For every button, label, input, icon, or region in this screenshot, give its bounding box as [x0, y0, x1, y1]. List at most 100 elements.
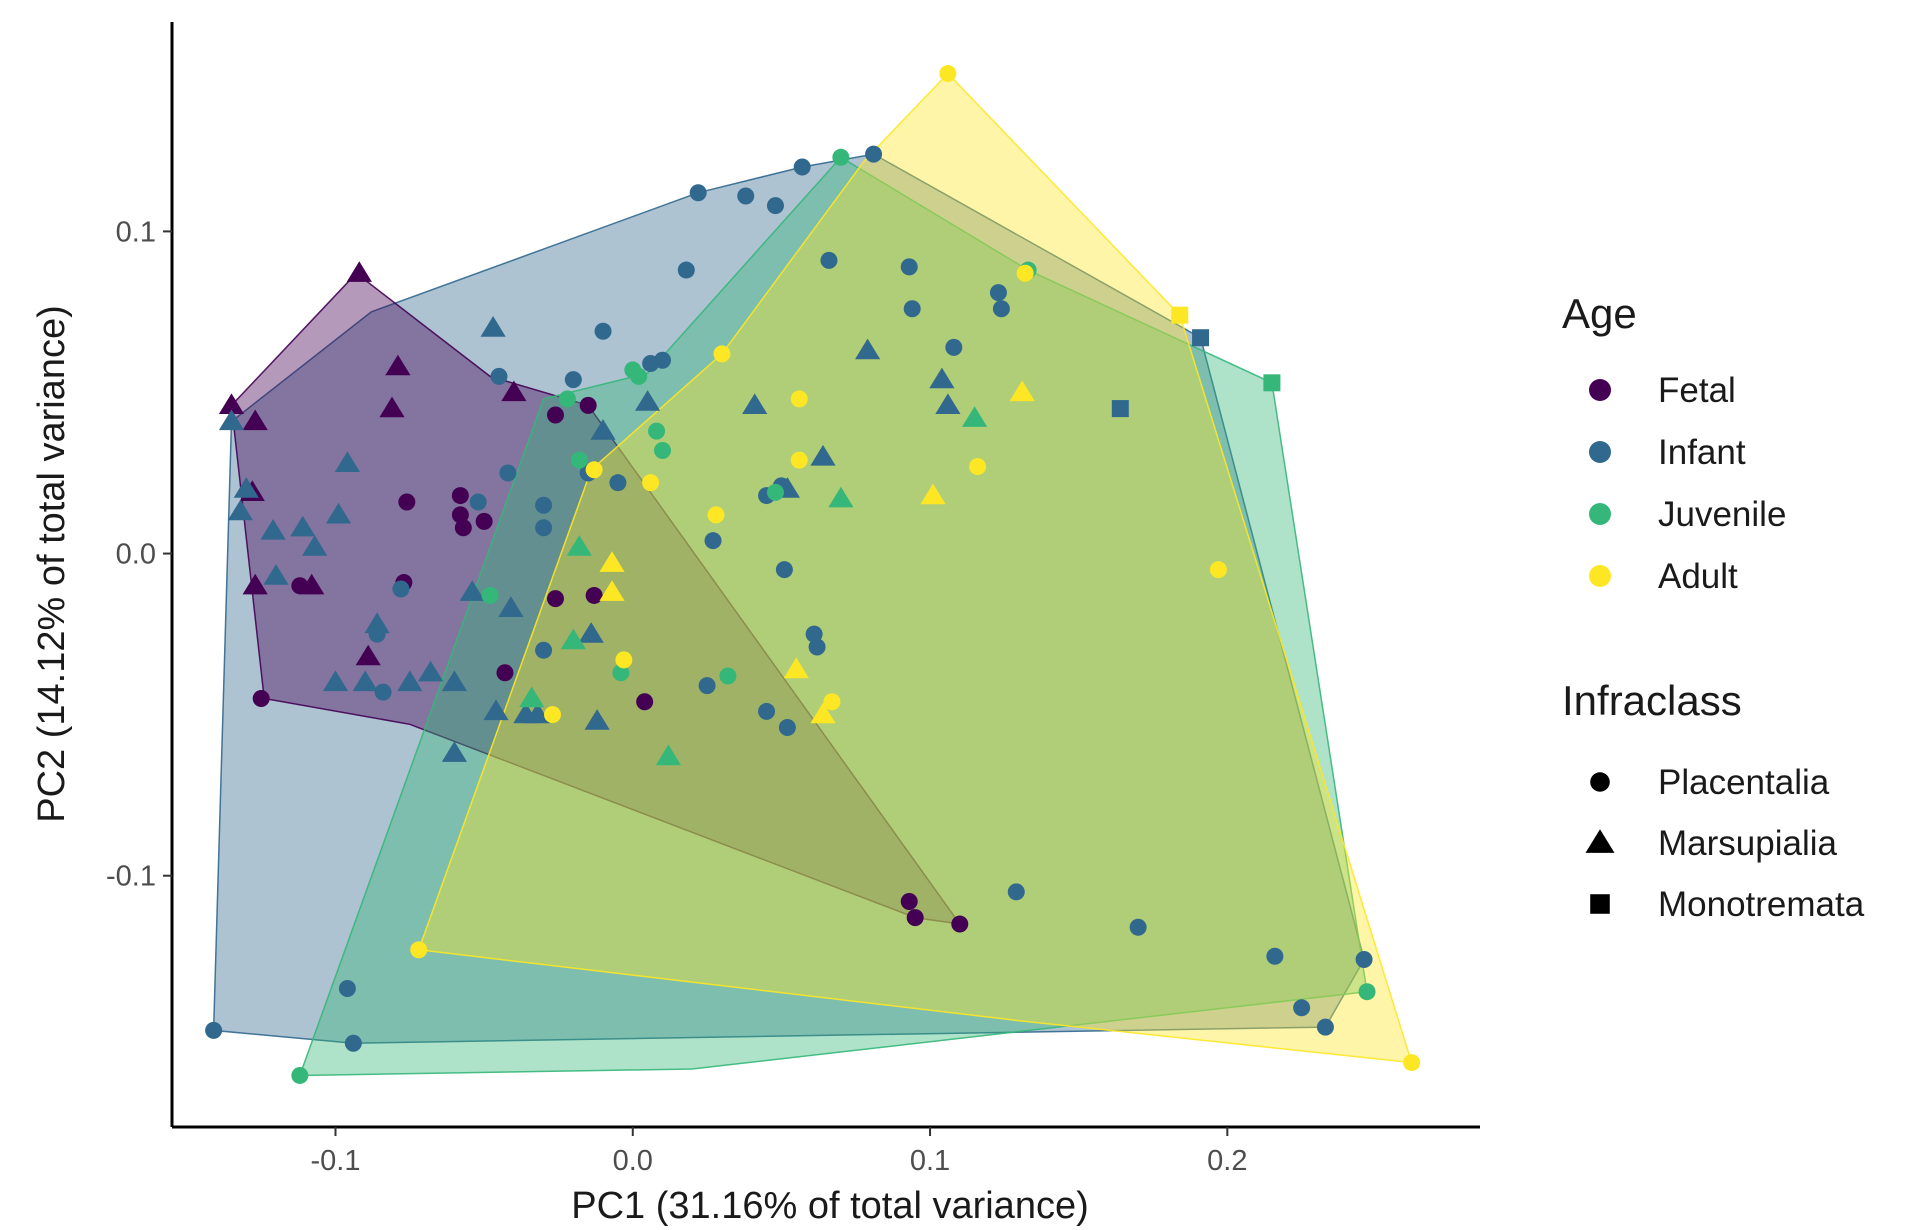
point-infant-triangle [498, 596, 524, 617]
point-fetal-circle [585, 586, 603, 604]
point-infant-circle [609, 474, 627, 492]
point-fetal-circle [475, 512, 493, 530]
point-adult-circle [1016, 264, 1034, 282]
point-adult-circle [790, 390, 808, 408]
legend-key-adult [1589, 565, 1611, 587]
point-infant-circle [535, 496, 553, 514]
legend-key-marsupialia [1585, 829, 1615, 853]
legend-key-monotremata [1590, 894, 1610, 914]
point-infant-circle [535, 641, 553, 659]
point-fetal-circle [546, 590, 564, 608]
point-juvenile-triangle [566, 535, 592, 556]
point-fetal-triangle [242, 409, 268, 431]
point-fetal-triangle [379, 396, 405, 418]
point-adult-circle [969, 458, 987, 476]
point-adult-triangle [599, 580, 625, 601]
point-infant-triangle [263, 564, 289, 585]
point-infant-circle [1355, 950, 1373, 968]
point-adult-circle [585, 461, 603, 479]
point-fetal-circle [546, 406, 564, 424]
legend-key-juvenile [1589, 503, 1611, 525]
point-infant-triangle [480, 316, 506, 337]
point-juvenile-circle [291, 1066, 309, 1084]
point-infant-square [1111, 400, 1129, 418]
point-infant-triangle [322, 670, 349, 692]
point-fetal-triangle [355, 644, 381, 666]
point-infant-triangle [742, 393, 768, 414]
point-infant-circle [903, 300, 921, 318]
point-infant-circle [338, 979, 356, 997]
point-infant-triangle [441, 670, 467, 692]
point-infant-circle [1007, 883, 1025, 901]
legend-label-marsupialia: Marsupialia [1658, 824, 1837, 863]
y-ticks: -0.1 0.0 0.1 [106, 216, 172, 893]
point-infant-circle [989, 284, 1007, 302]
point-juvenile-square [1263, 374, 1281, 392]
point-adult-triangle [599, 551, 625, 572]
point-infant-triangle [233, 477, 259, 498]
point-adult-circle [1403, 1054, 1421, 1072]
point-juvenile-triangle [655, 744, 681, 766]
point-fetal-triangle [218, 393, 245, 414]
point-infant-circle [698, 677, 716, 695]
point-infant-triangle [525, 702, 551, 724]
legend-key-fetal [1589, 379, 1611, 401]
point-infant-circle [808, 638, 826, 656]
point-juvenile-circle [481, 586, 499, 604]
point-adult-circle [939, 65, 957, 83]
point-infant-circle [805, 625, 823, 643]
point-juvenile-circle [570, 451, 588, 469]
point-adult-triangle [1009, 380, 1035, 402]
legend-infraclass-title: Infraclass [1562, 677, 1742, 724]
point-adult-circle [410, 941, 428, 959]
point-adult-triangle [810, 702, 836, 724]
y-tick-label: 0.1 [116, 216, 156, 248]
point-adult-triangle [783, 657, 809, 679]
point-infant-triangle [929, 367, 955, 389]
point-fetal-triangle [242, 573, 268, 595]
point-adult-circle [790, 451, 808, 469]
point-fetal-circle [906, 909, 924, 927]
legend-infraclass-entries: Placentalia Marsupialia Monotremata [1585, 763, 1865, 924]
point-juvenile-circle [832, 148, 850, 166]
point-fetal-triangle [385, 354, 411, 376]
x-ticks: -0.1 0.0 0.1 0.2 [311, 1127, 1247, 1177]
point-infant-triangle [260, 519, 286, 540]
point-fetal-circle [451, 506, 469, 524]
point-infant-circle [392, 580, 410, 598]
point-infant-circle [766, 197, 784, 215]
x-tick-label: 0.1 [910, 1145, 950, 1177]
legend-label-juvenile: Juvenile [1658, 495, 1786, 534]
legend-label-monotremata: Monotremata [1658, 885, 1865, 924]
point-fetal-circle [951, 915, 969, 933]
point-infant-circle [469, 493, 487, 511]
point-adult-circle [1209, 561, 1227, 579]
point-infant-triangle [459, 580, 485, 601]
y-axis-title: PC2 (14.12% of total variance) [31, 305, 73, 823]
point-infant-circle [374, 683, 392, 701]
point-infant-circle [689, 184, 707, 202]
point-infant-circle [205, 1021, 223, 1039]
y-tick-label: -0.1 [106, 861, 156, 893]
x-axis-title: PC1 (31.16% of total variance) [571, 1185, 1089, 1227]
point-infant-circle [677, 261, 695, 279]
point-infant-circle [535, 519, 553, 537]
point-infant-circle [490, 367, 508, 385]
point-infant-circle [737, 187, 755, 205]
point-fetal-triangle [501, 380, 527, 402]
legend-age-title: Age [1562, 290, 1637, 337]
point-infant-circle [758, 702, 776, 720]
point-infant-circle [594, 322, 612, 340]
x-tick-label: -0.1 [311, 1145, 361, 1177]
point-juvenile-triangle [828, 486, 854, 508]
point-infant-circle [793, 158, 811, 176]
point-juvenile-triangle [560, 628, 586, 650]
point-juvenile-triangle [519, 686, 545, 708]
point-adult-square [1171, 306, 1189, 324]
point-adult-circle [544, 706, 562, 724]
point-infant-circle [499, 464, 517, 482]
point-infant-square [1192, 329, 1210, 347]
point-adult-circle [707, 506, 725, 524]
point-adult-circle [823, 693, 841, 711]
